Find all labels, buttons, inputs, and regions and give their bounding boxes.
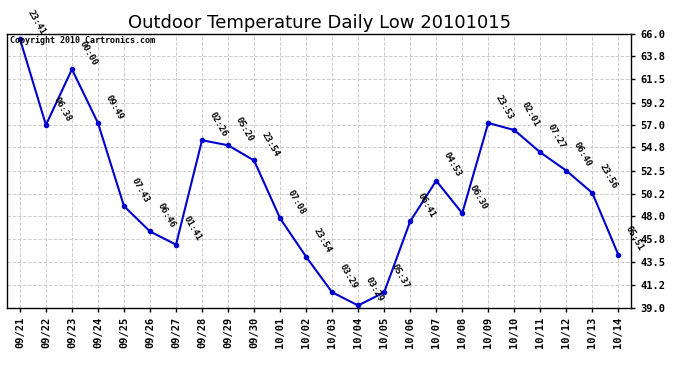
Text: 07:43: 07:43 bbox=[130, 176, 151, 204]
Text: 03:29: 03:29 bbox=[364, 276, 385, 303]
Text: 02:01: 02:01 bbox=[520, 100, 541, 128]
Text: 09:49: 09:49 bbox=[104, 93, 125, 121]
Text: 06:41: 06:41 bbox=[416, 191, 437, 219]
Text: 05:37: 05:37 bbox=[390, 262, 411, 290]
Text: 05:51: 05:51 bbox=[624, 225, 645, 253]
Text: 03:29: 03:29 bbox=[337, 262, 359, 290]
Title: Outdoor Temperature Daily Low 20101015: Outdoor Temperature Daily Low 20101015 bbox=[128, 14, 511, 32]
Text: 07:08: 07:08 bbox=[286, 188, 307, 216]
Text: 06:40: 06:40 bbox=[572, 141, 593, 168]
Text: 00:00: 00:00 bbox=[77, 39, 99, 67]
Text: 02:26: 02:26 bbox=[208, 110, 229, 138]
Text: 01:41: 01:41 bbox=[181, 215, 203, 243]
Text: 06:38: 06:38 bbox=[52, 95, 72, 123]
Text: 06:30: 06:30 bbox=[468, 183, 489, 211]
Text: 07:27: 07:27 bbox=[546, 122, 567, 150]
Text: 04:53: 04:53 bbox=[442, 151, 463, 178]
Text: 23:54: 23:54 bbox=[259, 130, 281, 158]
Text: 06:46: 06:46 bbox=[155, 201, 177, 229]
Text: 05:20: 05:20 bbox=[234, 116, 255, 143]
Text: 23:53: 23:53 bbox=[494, 93, 515, 121]
Text: 23:41: 23:41 bbox=[26, 9, 47, 37]
Text: 23:56: 23:56 bbox=[598, 163, 619, 191]
Text: Copyright 2010 Cartronics.com: Copyright 2010 Cartronics.com bbox=[10, 36, 155, 45]
Text: 23:54: 23:54 bbox=[312, 227, 333, 255]
